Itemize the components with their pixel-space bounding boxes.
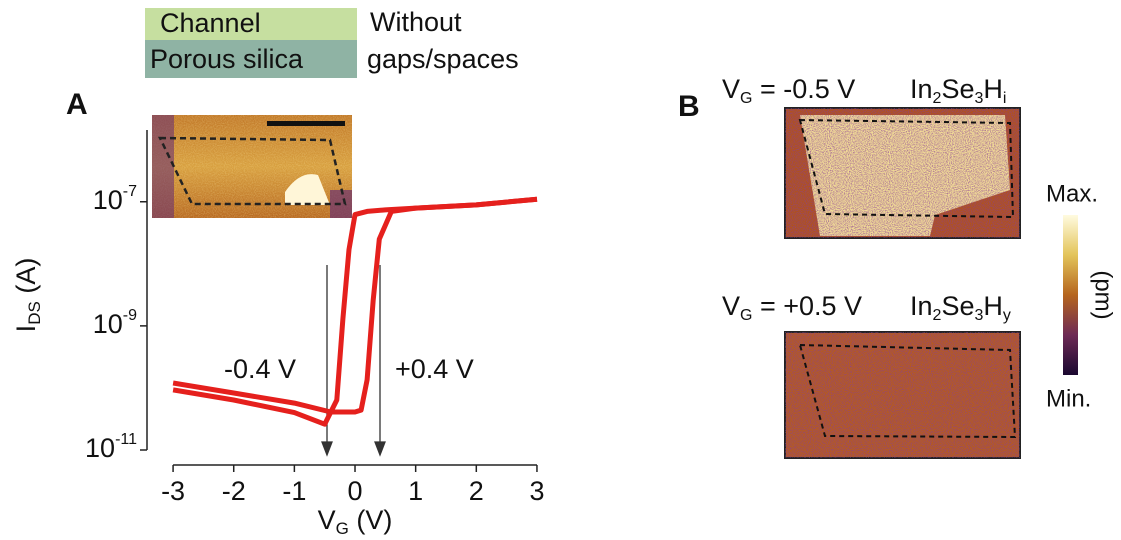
tick-base: 10	[93, 185, 123, 215]
label-part: V	[722, 74, 740, 104]
inset-image	[152, 115, 352, 218]
label-sub: 2	[933, 90, 942, 107]
note-text: gaps/spaces	[367, 44, 519, 74]
label-sub: G	[336, 519, 349, 538]
image-label: In2Se3Hi	[910, 74, 1006, 107]
label-sub: y	[1003, 307, 1011, 324]
legend-text: Porous silica	[150, 44, 304, 74]
label-part: V	[722, 291, 740, 321]
colorbar-unit: (pm)	[1090, 270, 1117, 319]
label-sub: DS	[25, 301, 44, 325]
label-part: In	[910, 291, 933, 321]
x-axis-label: VG (V)	[318, 505, 393, 538]
y-axis-label: IDS (A)	[11, 258, 44, 333]
channel-swatch	[145, 8, 357, 40]
note-text: Without	[370, 7, 462, 37]
panel-label: A	[66, 88, 88, 121]
colorbar	[1063, 215, 1078, 375]
tick-exponent: -7	[123, 183, 137, 200]
label-part: = -0.5 V	[752, 74, 855, 104]
y-tick-label: 10-9	[93, 307, 137, 339]
label-part: (V)	[349, 505, 393, 535]
label-part: In	[910, 74, 933, 104]
annotation: -0.4 V	[224, 354, 296, 384]
label-sub: G	[740, 307, 752, 324]
x-tick-label: -3	[161, 476, 185, 506]
label-sub: 2	[933, 307, 942, 324]
x-tick-label: -2	[222, 476, 246, 506]
label-part: = +0.5 V	[752, 291, 862, 321]
pfm-image	[784, 107, 1021, 239]
x-tick-label: 1	[408, 476, 423, 506]
image-label: VG = +0.5 V	[722, 291, 862, 324]
tick-base: 10	[93, 309, 123, 339]
label-part: H	[983, 291, 1003, 321]
tick-base: 10	[85, 433, 115, 463]
x-tick-label: 0	[348, 476, 363, 506]
image-label: In2Se3Hy	[910, 291, 1011, 324]
label-part: V	[318, 505, 336, 535]
x-tick-label: -1	[282, 476, 306, 506]
image-label: VG = -0.5 V	[722, 74, 855, 107]
label-part: H	[983, 74, 1003, 104]
annotation: +0.4 V	[395, 354, 474, 384]
label-sub: 3	[974, 90, 983, 107]
label-part: (A)	[11, 258, 41, 302]
tick-exponent: -9	[123, 307, 137, 324]
label-part: Se	[941, 291, 974, 321]
pfm-image	[784, 331, 1021, 459]
tick-exponent: -11	[115, 431, 137, 448]
x-tick-label: 3	[529, 476, 544, 506]
label-sub: i	[1003, 90, 1007, 107]
label-sub: 3	[974, 307, 983, 324]
colorbar-max: Max.	[1046, 180, 1098, 207]
x-tick-label: 2	[469, 476, 484, 506]
data-line	[172, 196, 538, 415]
y-tick-label: 10-7	[93, 183, 137, 215]
silica-swatch	[145, 40, 357, 78]
legend-text: Channel	[160, 8, 261, 38]
y-tick-label: 10-11	[85, 431, 137, 463]
label-sub: G	[740, 90, 752, 107]
label-part: Se	[941, 74, 974, 104]
panel-label: B	[678, 90, 700, 123]
label-part: I	[11, 325, 41, 333]
colorbar-min: Min.	[1046, 385, 1091, 412]
